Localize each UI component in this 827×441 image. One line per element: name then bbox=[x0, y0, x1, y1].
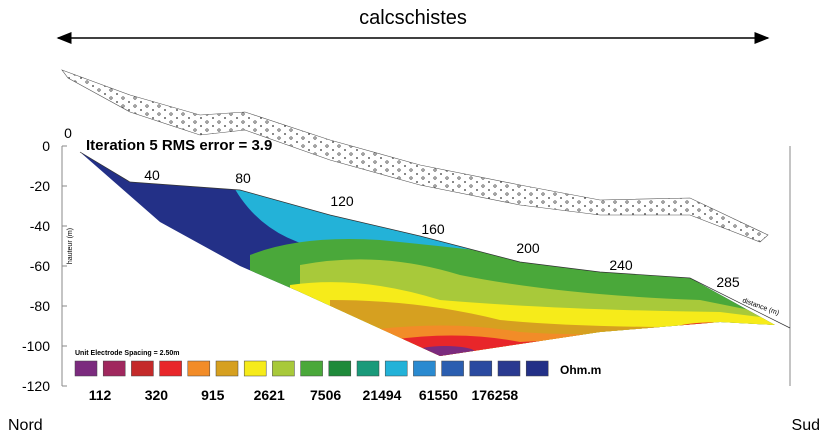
legend-swatch bbox=[300, 360, 323, 377]
y-tick-label: -80 bbox=[30, 298, 50, 314]
y-tick-label: -20 bbox=[30, 178, 50, 194]
topography-line bbox=[79, 151, 791, 329]
right-label: Sud bbox=[792, 417, 820, 434]
legend-swatch bbox=[187, 360, 211, 377]
y-tick-label: -40 bbox=[30, 218, 50, 234]
legend-label: 176258 bbox=[471, 387, 518, 403]
legend-swatch bbox=[74, 360, 98, 377]
surface-deposit bbox=[61, 69, 769, 243]
y-tick-label: -100 bbox=[22, 338, 50, 354]
legend-label: 915 bbox=[201, 387, 225, 403]
legend-swatch bbox=[525, 360, 549, 377]
legend-note: Unit Electrode Spacing = 2.50m bbox=[75, 350, 179, 357]
distance-tick-label: 240 bbox=[609, 257, 633, 273]
legend-swatch bbox=[469, 360, 493, 377]
y-tick-label: 0 bbox=[42, 138, 50, 154]
distance-tick-label: 80 bbox=[235, 170, 251, 186]
legend-swatch bbox=[215, 360, 239, 377]
legend-swatch bbox=[328, 360, 352, 377]
legend-label: 2621 bbox=[254, 387, 285, 403]
legend-unit: Ohm.m bbox=[560, 363, 601, 377]
iteration-label: Iteration 5 RMS error = 3.9 bbox=[86, 137, 272, 154]
legend-label: 21494 bbox=[363, 387, 402, 403]
legend-label: 61550 bbox=[419, 387, 458, 403]
distance-tick-label: 0 bbox=[64, 125, 72, 141]
distance-tick-label: 285 bbox=[716, 274, 740, 290]
legend-swatch bbox=[243, 360, 267, 377]
distance-tick-label: 40 bbox=[144, 167, 160, 183]
title: calcschistes bbox=[359, 7, 467, 29]
distance-tick-label: 160 bbox=[421, 221, 445, 237]
y-axis-label: hauteur (m) bbox=[67, 228, 74, 264]
legend-swatch bbox=[413, 360, 436, 377]
legend-swatch bbox=[131, 360, 154, 377]
y-tick-label: -120 bbox=[22, 378, 50, 394]
legend-swatch bbox=[441, 360, 464, 377]
legend-label: 7506 bbox=[310, 387, 341, 403]
legend-label: 112 bbox=[89, 387, 112, 403]
legend-swatch bbox=[159, 360, 182, 377]
legend-swatch bbox=[102, 360, 126, 377]
legend-swatch bbox=[384, 360, 408, 377]
distance-tick-label: 120 bbox=[330, 193, 354, 209]
legend-swatch bbox=[272, 360, 295, 377]
left-label: Nord bbox=[8, 417, 43, 434]
y-tick-label: -60 bbox=[30, 258, 50, 274]
legend-label: 320 bbox=[145, 387, 169, 403]
distance-tick-label: 200 bbox=[516, 240, 540, 256]
legend-swatch bbox=[497, 360, 521, 377]
legend-swatch bbox=[356, 360, 380, 377]
